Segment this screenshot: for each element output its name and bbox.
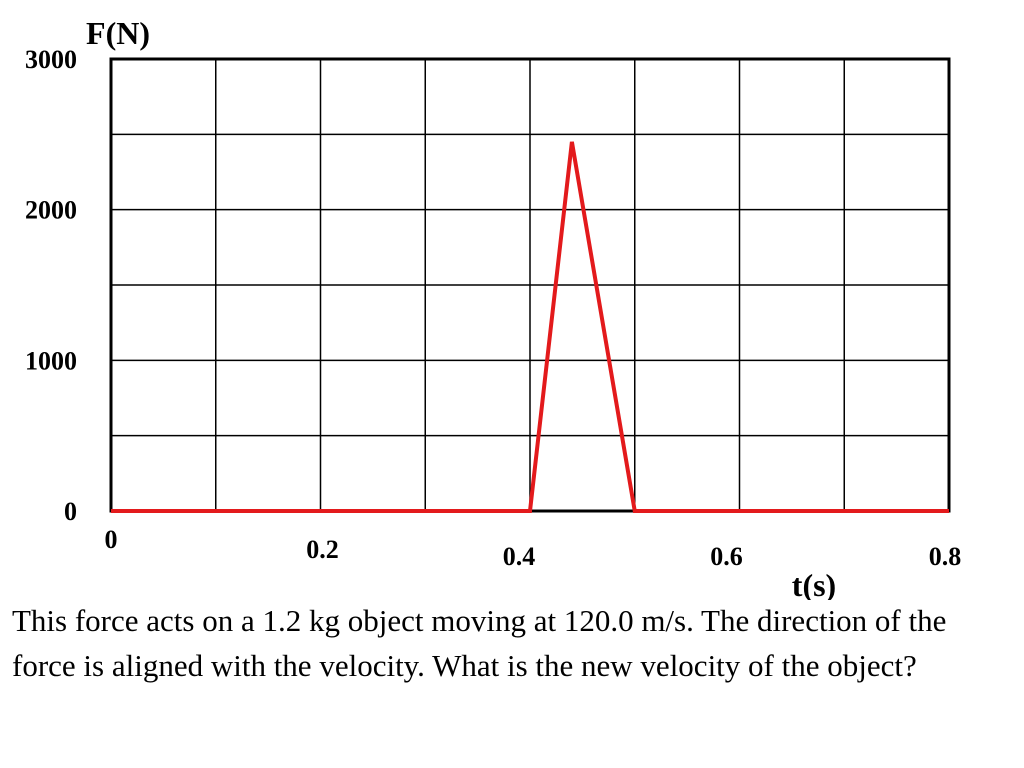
y-tick-label: 1000 [25, 346, 77, 375]
x-tick-label: 0.2 [306, 535, 339, 564]
question-text: This force acts on a 1.2 kg object movin… [12, 603, 947, 683]
x-tick-label: 0 [105, 525, 118, 554]
y-tick-label: 2000 [25, 196, 77, 225]
force-time-chart: 0 1000 2000 3000 0 0.2 0.4 0.6 0.8 F(N) t(s) [25, 15, 962, 600]
x-tick-labels: 0 0.2 0.4 0.6 0.8 [105, 525, 962, 571]
y-axis-label: F(N) [86, 15, 150, 51]
y-tick-label: 3000 [25, 45, 77, 74]
series-layer [111, 141, 949, 513]
force-series-line [111, 141, 949, 513]
x-tick-label: 0.6 [710, 542, 743, 571]
grid-lines [110, 58, 950, 512]
x-tick-label: 0.4 [503, 542, 536, 571]
x-axis-label: t(s) [792, 567, 836, 600]
y-tick-label: 0 [64, 497, 77, 526]
y-tick-labels: 0 1000 2000 3000 [25, 45, 77, 526]
x-tick-label: 0.8 [929, 542, 962, 571]
